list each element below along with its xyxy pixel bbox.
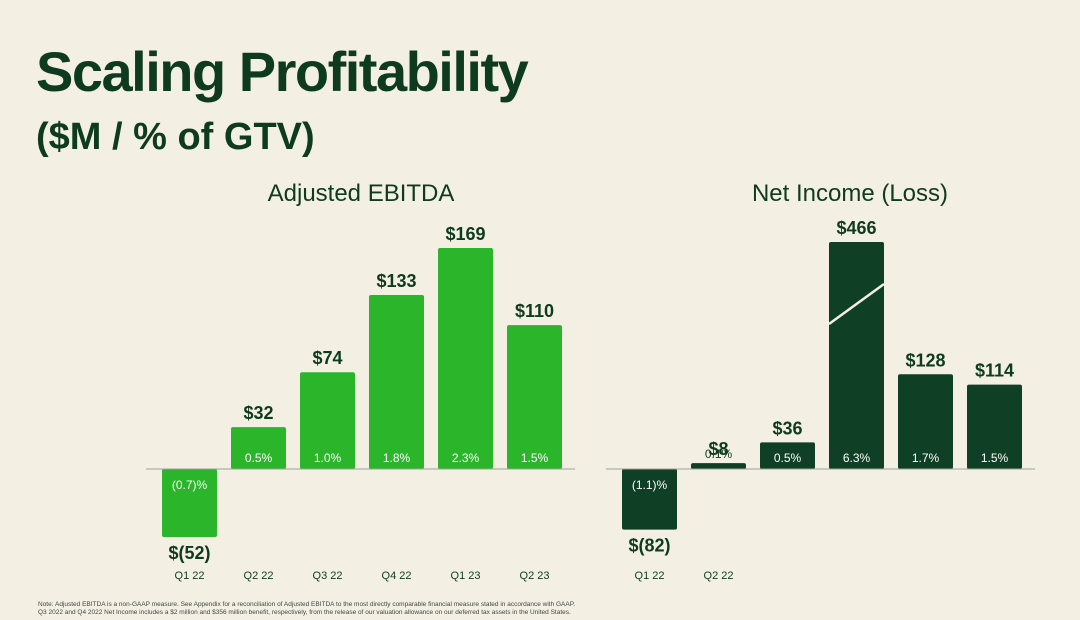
net-income-value-label: $466 <box>836 218 876 238</box>
ebitda-tick-label: Q4 22 <box>382 570 412 582</box>
footnote-line-2: Q3 2022 and Q4 2022 Net Income includes … <box>38 609 571 616</box>
net-income-percent-label: 0.5% <box>774 451 802 465</box>
ebitda-tick-label: Q2 22 <box>244 570 274 582</box>
ebitda-percent-label: (0.7)% <box>172 478 208 492</box>
ebitda-percent-label: 1.0% <box>314 451 342 465</box>
net-income-percent-label: 1.5% <box>981 451 1009 465</box>
net-income-bar <box>760 442 815 469</box>
net-income-value-label: $114 <box>975 361 1014 381</box>
ebitda-percent-label: 1.5% <box>521 451 549 465</box>
ebitda-bar <box>369 295 424 469</box>
net-income-value-label: $8 <box>708 439 728 459</box>
ebitda-tick-label: Q2 23 <box>520 570 550 582</box>
net-income-bar <box>898 374 953 469</box>
net-income-value-label: $(82) <box>628 536 670 556</box>
net-income-axis-break-mark <box>828 282 885 326</box>
net-income-bar <box>967 384 1022 469</box>
net-income-tick-label: Q2 22 <box>704 570 734 582</box>
page-title: Scaling Profitability <box>36 40 529 103</box>
ebitda-tick-label: Q1 23 <box>451 570 481 582</box>
ebitda-value-label: $169 <box>445 224 485 244</box>
ebitda-bar <box>231 427 286 469</box>
net-income-percent-label: (1.1)% <box>632 478 668 492</box>
ebitda-value-label: $110 <box>515 301 554 321</box>
ebitda-tick-label: Q3 22 <box>313 570 343 582</box>
net-income-percent-label: 6.3% <box>843 451 871 465</box>
net-income-bar <box>622 469 677 530</box>
footnote-line-1: Note: Adjusted EBITDA is a non-GAAP meas… <box>38 601 576 608</box>
ebitda-value-label: $74 <box>312 348 342 368</box>
ebitda-value-label: $133 <box>376 271 416 291</box>
net-income-chart-title: Net Income (Loss) <box>752 180 948 207</box>
net-income-percent-label: 1.7% <box>912 451 940 465</box>
ebitda-value-label: $32 <box>243 403 273 423</box>
ebitda-bar <box>162 469 217 538</box>
ebitda-bar <box>300 372 355 469</box>
ebitda-bar <box>438 247 493 469</box>
ebitda-percent-label: 2.3% <box>452 451 480 465</box>
net-income-percent-label: 0.1% <box>705 447 733 461</box>
footnote: Note: Adjusted EBITDA is a non-GAAP meas… <box>38 601 1038 617</box>
net-income-tick-label: Q1 22 <box>635 570 665 582</box>
net-income-bar <box>691 463 746 469</box>
ebitda-value-label: $(52) <box>168 543 210 563</box>
net-income-value-label: $128 <box>905 350 945 370</box>
net-income-bar <box>829 242 884 469</box>
ebitda-tick-label: Q1 22 <box>175 570 205 582</box>
page-subtitle: ($M / % of GTV) <box>36 116 315 158</box>
ebitda-percent-label: 0.5% <box>245 451 273 465</box>
ebitda-chart-title: Adjusted EBITDA <box>268 180 455 207</box>
ebitda-bar <box>507 325 562 469</box>
net-income-value-label: $36 <box>772 418 802 438</box>
ebitda-percent-label: 1.8% <box>383 451 411 465</box>
